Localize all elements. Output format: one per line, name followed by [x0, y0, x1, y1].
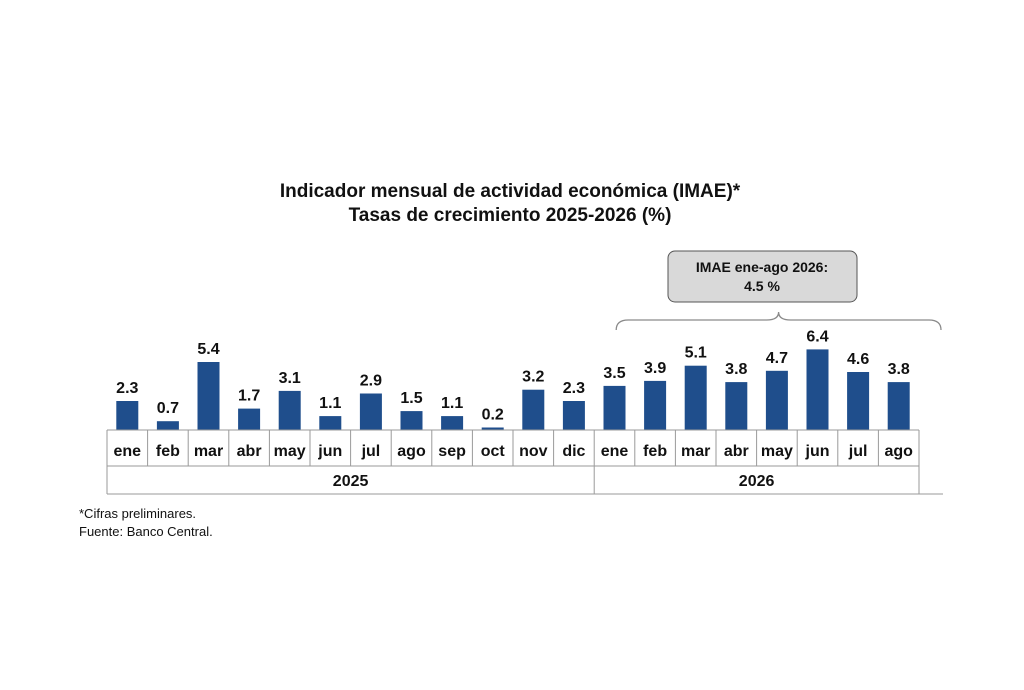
callout-annotation: IMAE ene-ago 2026: 4.5 %	[615, 250, 942, 331]
callout-line2: 4.5 %	[744, 278, 780, 294]
value-label-2026-jul: 4.6	[847, 351, 869, 368]
value-label-2025-jul: 2.9	[360, 373, 382, 390]
chart-title: Indicador mensual de actividad económica…	[280, 181, 741, 202]
bar-2025-abr	[238, 408, 261, 430]
category-label-2025-may: may	[274, 443, 306, 460]
bar-2026-jul	[847, 372, 870, 430]
category-label-2026-abr: abr	[724, 443, 749, 460]
category-label-2025-ene: ene	[114, 443, 142, 460]
chart-subtitle: Tasas de crecimiento 2025-2026 (%)	[349, 205, 672, 226]
value-label-2025-ene: 2.3	[116, 380, 138, 397]
bar-2026-mar	[684, 365, 707, 430]
category-label-2025-jun: jun	[317, 443, 342, 460]
footnote-preliminary: *Cifras preliminares.	[79, 506, 196, 521]
value-label-2026-abr: 3.8	[725, 361, 747, 378]
category-label-2025-feb: feb	[156, 443, 180, 460]
bar-2026-ene	[603, 385, 626, 430]
callout-brace	[615, 311, 942, 331]
value-label-2025-may: 3.1	[279, 370, 301, 387]
bar-2026-feb	[644, 380, 667, 430]
value-label-2025-abr: 1.7	[238, 388, 260, 405]
bar-2026-abr	[725, 382, 748, 430]
bar-2026-may	[765, 370, 788, 430]
value-label-2025-mar: 5.4	[197, 341, 219, 358]
callout-line1: IMAE ene-ago 2026:	[696, 259, 828, 275]
value-label-2026-mar: 5.1	[685, 345, 707, 362]
category-label-2025-jul: jul	[361, 443, 381, 460]
year-label-2025: 2025	[333, 473, 369, 490]
category-label-2025-abr: abr	[237, 443, 262, 460]
category-label-2025-mar: mar	[194, 443, 223, 460]
value-label-2025-sep: 1.1	[441, 395, 463, 412]
category-label-2026-jun: jun	[805, 443, 830, 460]
value-label-2025-oct: 0.2	[482, 407, 504, 424]
bar-2025-ene	[116, 401, 139, 430]
bar-2026-ago	[887, 382, 910, 430]
category-label-2025-sep: sep	[438, 443, 466, 460]
bar-2025-sep	[441, 416, 464, 430]
category-label-2026-feb: feb	[643, 443, 667, 460]
bar-2026-jun	[806, 349, 829, 430]
value-label-2025-nov: 3.2	[522, 369, 544, 386]
bar-2025-feb	[156, 421, 179, 430]
value-label-2025-jun: 1.1	[319, 395, 341, 412]
category-label-2026-mar: mar	[681, 443, 710, 460]
value-label-2025-dic: 2.3	[563, 380, 585, 397]
bar-2025-may	[278, 390, 301, 430]
bar-2025-oct	[481, 427, 504, 430]
value-label-2026-ago: 3.8	[888, 361, 910, 378]
value-label-2025-ago: 1.5	[400, 390, 422, 407]
category-label-2025-dic: dic	[562, 443, 585, 460]
value-label-2026-ene: 3.5	[603, 365, 625, 382]
category-label-2026-jul: jul	[848, 443, 868, 460]
value-label-2026-feb: 3.9	[644, 360, 666, 377]
year-label-2026: 2026	[739, 473, 775, 490]
category-label-2026-may: may	[761, 443, 793, 460]
value-label-2025-feb: 0.7	[157, 400, 179, 417]
value-label-2026-jun: 6.4	[806, 328, 828, 345]
value-label-2026-may: 4.7	[766, 350, 788, 367]
category-label-2025-ago: ago	[397, 443, 426, 460]
bar-2025-jul	[359, 393, 382, 430]
bar-2025-jun	[319, 416, 342, 430]
bar-2025-ago	[400, 411, 423, 430]
bar-2025-nov	[522, 389, 545, 430]
footnote-source: Fuente: Banco Central.	[79, 524, 213, 539]
bar-2025-dic	[562, 401, 585, 430]
category-label-2025-oct: oct	[481, 443, 506, 460]
category-label-2026-ene: ene	[601, 443, 629, 460]
category-label-2026-ago: ago	[884, 443, 913, 460]
plot-area: 2.3 ene 0.7 feb 5.4 mar 1.7 abr 3.1 may 1.1 jun 2.9 j…	[106, 328, 943, 495]
bar-2025-mar	[197, 362, 220, 430]
category-label-2025-nov: nov	[519, 443, 548, 460]
callout-box	[667, 250, 858, 303]
